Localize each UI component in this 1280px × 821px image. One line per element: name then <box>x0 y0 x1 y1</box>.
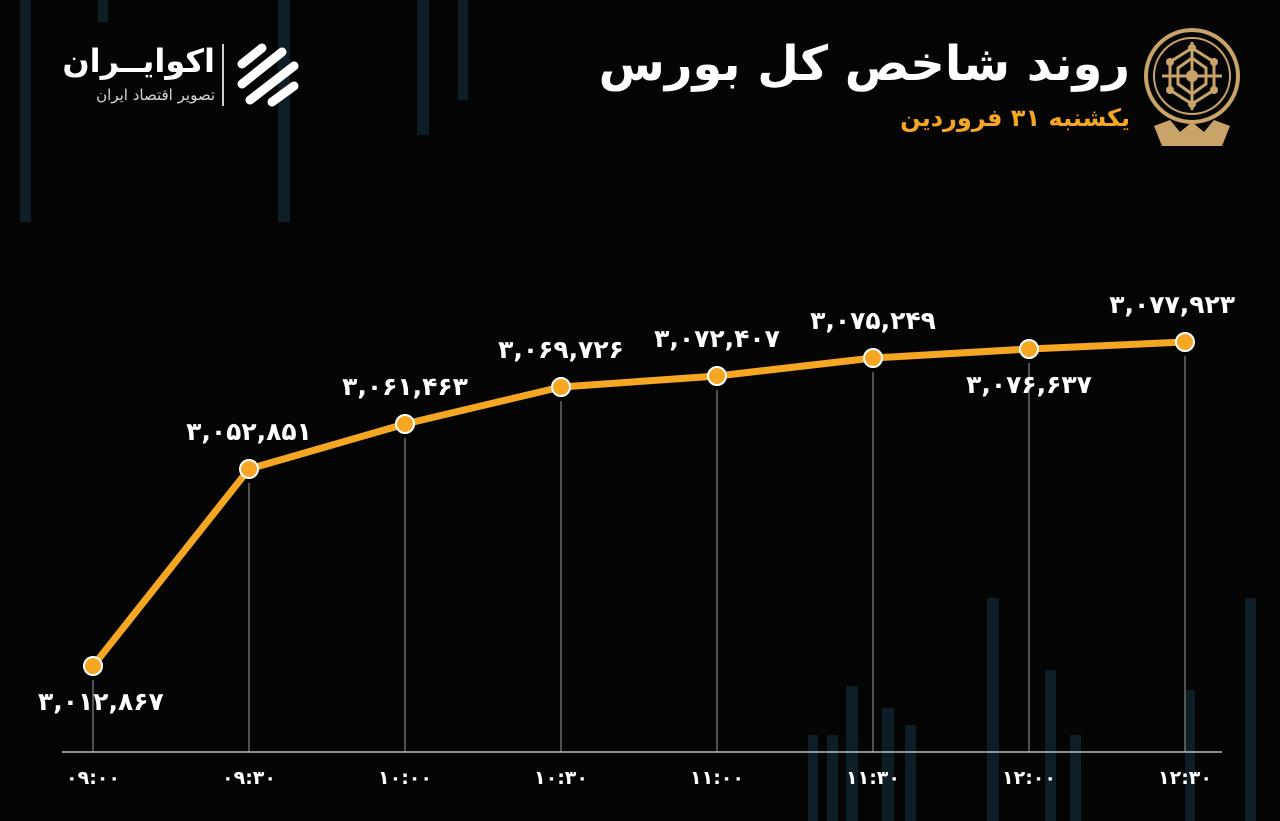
brand-tagline: تصویر اقتصاد ایران <box>96 86 215 104</box>
x-tick-label: ۱۲:۳۰ <box>1158 767 1212 789</box>
data-label: ۳,۰۶۱,۴۶۳ <box>342 372 468 401</box>
data-point <box>1175 332 1195 352</box>
x-tick-label: ۱۰:۳۰ <box>534 767 588 789</box>
data-point <box>83 656 103 676</box>
index-series-line <box>89 338 1189 670</box>
data-points <box>83 332 1195 676</box>
page-title: روند شاخص کل بورس <box>598 36 1130 92</box>
data-point <box>707 366 727 386</box>
brand-divider <box>222 44 224 106</box>
data-label: ۳,۰۵۲,۸۵۱ <box>186 417 312 446</box>
ekoiran-logo-icon <box>237 43 299 107</box>
guide-lines <box>92 356 1186 752</box>
x-tick-label: ۱۰:۰۰ <box>378 767 432 789</box>
brand-logo: اکوایــران تصویر اقتصاد ایران <box>50 38 320 118</box>
x-tick-label: ۰۹:۳۰ <box>222 767 276 789</box>
data-point <box>239 459 259 479</box>
x-tick-label: ۱۲:۰۰ <box>1002 767 1056 789</box>
x-tick-label: ۱۱:۳۰ <box>846 767 900 789</box>
brand-name: اکوایــران <box>62 42 215 80</box>
data-label: ۳,۰۱۲,۸۶۷ <box>38 687 164 716</box>
data-label: ۳,۰۷۵,۲۴۹ <box>810 306 936 335</box>
tehran-stock-exchange-seal-icon <box>1144 28 1240 146</box>
data-labels: ۳,۰۱۲,۸۶۷ ۳,۰۵۲,۸۵۱ ۳,۰۶۱,۴۶۳ ۳,۰۶۹,۷۲۶ ۳,۰۷… <box>38 290 1235 716</box>
data-point <box>551 377 571 397</box>
x-tick-label: ۰۹:۰۰ <box>66 767 120 789</box>
page-subtitle: یکشنبه ۳۱ فروردین <box>900 104 1130 132</box>
data-label: ۳,۰۷۷,۹۲۳ <box>1109 290 1235 319</box>
data-label: ۳,۰۷۲,۴۰۷ <box>654 324 780 353</box>
data-label: ۳,۰۶۹,۷۲۶ <box>498 335 624 364</box>
x-axis-ticks: ۰۹:۰۰ ۰۹:۳۰ ۱۰:۰۰ ۱۰:۳۰ ۱۱:۰۰ ۱۱:۳۰ ۱۲:۰۰ ۱۲:۳۰ <box>66 767 1212 789</box>
data-point <box>395 414 415 434</box>
x-tick-label: ۱۱:۰۰ <box>690 767 744 789</box>
data-point <box>863 348 883 368</box>
data-label: ۳,۰۷۶,۶۳۷ <box>966 370 1092 399</box>
data-point <box>1019 339 1039 359</box>
